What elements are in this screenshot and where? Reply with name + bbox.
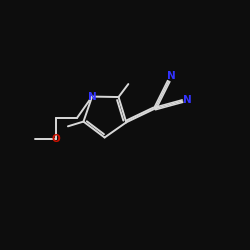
- Text: N: N: [88, 92, 96, 102]
- Text: N: N: [167, 71, 175, 81]
- Text: O: O: [52, 134, 60, 144]
- Text: N: N: [184, 95, 192, 105]
